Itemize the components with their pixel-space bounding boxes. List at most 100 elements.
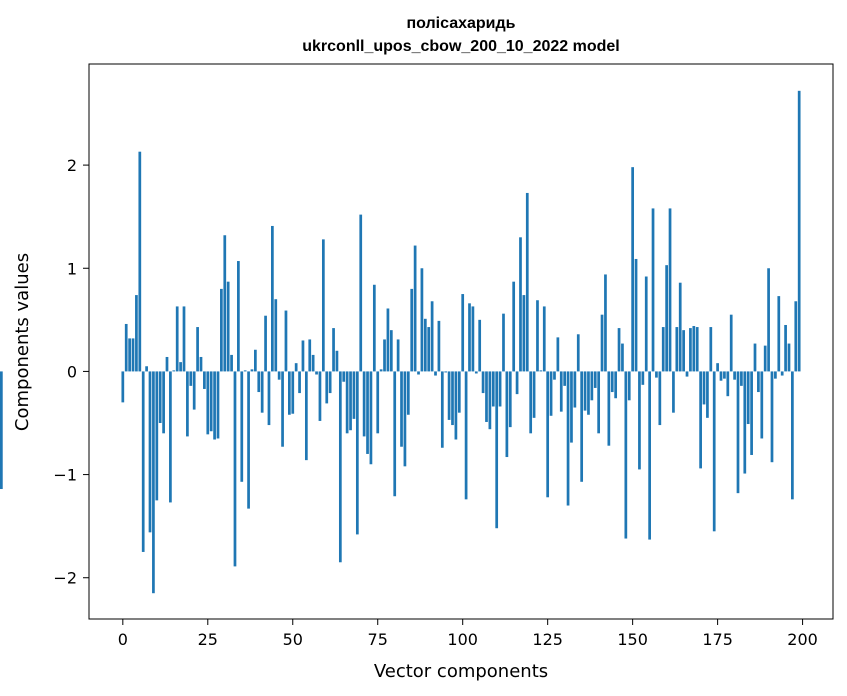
bar-170	[699, 371, 702, 469]
y-tick-label-2: 2	[67, 156, 77, 175]
bar-95	[444, 371, 448, 373]
bar-109	[491, 371, 495, 407]
bar-171	[702, 371, 706, 405]
bar-176	[719, 371, 723, 381]
bar-154	[644, 276, 648, 372]
bar-191	[770, 371, 774, 463]
bar-79	[389, 330, 393, 372]
x-tick-label-200: 200	[787, 630, 818, 649]
bar-198	[794, 301, 798, 372]
bar-18	[182, 306, 186, 372]
bar-136	[583, 371, 587, 411]
bar-98	[454, 371, 458, 440]
bar-137	[587, 371, 590, 415]
bar-190	[767, 268, 770, 372]
y-tick-label-1: 1	[67, 259, 77, 278]
bar-66	[345, 371, 349, 434]
bar-193	[777, 296, 781, 372]
bar-119	[525, 192, 529, 372]
bar-42	[264, 315, 267, 372]
bar-100	[461, 294, 465, 372]
bar-61	[328, 371, 332, 394]
bar-33	[233, 371, 237, 567]
bar-139	[593, 371, 597, 388]
x-tick-label-125: 125	[532, 630, 563, 649]
bar-26	[209, 371, 213, 432]
bar-159	[661, 327, 665, 372]
bar-40	[257, 371, 261, 393]
bar-8	[148, 371, 152, 533]
bar-133	[573, 371, 577, 408]
x-tick-label-25: 25	[198, 630, 218, 649]
bar-37	[247, 371, 250, 509]
bar-87	[417, 371, 420, 375]
bar-75	[376, 371, 380, 434]
bar-194	[780, 371, 784, 376]
y-tick-label--1: −1	[53, 466, 77, 485]
bar-103	[471, 306, 475, 372]
bar-141	[600, 314, 604, 372]
x-tick-label-50: 50	[283, 630, 303, 649]
bar-93	[437, 320, 441, 372]
bar-99	[457, 371, 461, 413]
bar-173	[709, 327, 713, 372]
bar-158	[658, 371, 662, 426]
bar-16	[175, 306, 179, 372]
bar-156	[651, 208, 655, 372]
bar-3	[131, 338, 135, 372]
bar-71	[362, 371, 366, 437]
bar-199	[797, 90, 801, 372]
x-tick-label-175: 175	[702, 630, 733, 649]
bar-83	[403, 371, 407, 467]
bar-148	[624, 371, 628, 539]
bar-70	[359, 214, 363, 372]
bar-6	[141, 371, 145, 552]
bar-195	[784, 324, 787, 372]
bar-54	[304, 371, 308, 461]
bar-108	[488, 371, 492, 430]
bar-197	[791, 371, 794, 500]
bar-53	[301, 340, 305, 372]
bar-10	[155, 371, 159, 501]
bar-19	[186, 371, 189, 437]
bar-92	[434, 371, 437, 376]
bar-105	[478, 319, 482, 372]
bar-127	[553, 371, 556, 380]
bar-15	[172, 370, 176, 372]
bar-138	[590, 371, 594, 401]
bar-41	[260, 371, 264, 413]
bar-12	[162, 371, 165, 434]
bar-175	[716, 363, 719, 372]
bar-120	[529, 371, 533, 434]
bar-73	[369, 371, 373, 465]
bar-28	[216, 371, 220, 439]
bar-129	[559, 371, 563, 412]
bar-35	[240, 371, 244, 482]
bar-51	[294, 363, 298, 372]
bar-1	[124, 323, 128, 372]
bar-140	[597, 371, 601, 434]
bar-178	[726, 371, 730, 397]
bar-187	[757, 371, 760, 393]
bar-50	[291, 371, 295, 414]
bars-group	[0, 90, 801, 594]
bar-125	[546, 371, 550, 498]
bar-124	[542, 306, 546, 372]
x-axis-label: Vector components	[374, 661, 548, 682]
bar-155	[648, 371, 651, 540]
bar-107	[485, 371, 488, 422]
bar-180	[733, 371, 736, 380]
bar-57	[315, 371, 318, 375]
bar-135	[580, 371, 584, 482]
chart-subtitle: ukrconll_upos_cbow_200_10_2022 model	[302, 38, 619, 55]
bar-167	[689, 328, 692, 372]
bar-89	[423, 318, 427, 372]
y-axis: −2 −1 0 1 2	[53, 156, 89, 588]
bar-63	[335, 350, 339, 372]
bar-9	[152, 371, 155, 594]
bar-undefined	[0, 371, 3, 490]
bar-185	[750, 371, 753, 455]
bar-172	[706, 371, 709, 418]
bar-110	[495, 371, 499, 529]
